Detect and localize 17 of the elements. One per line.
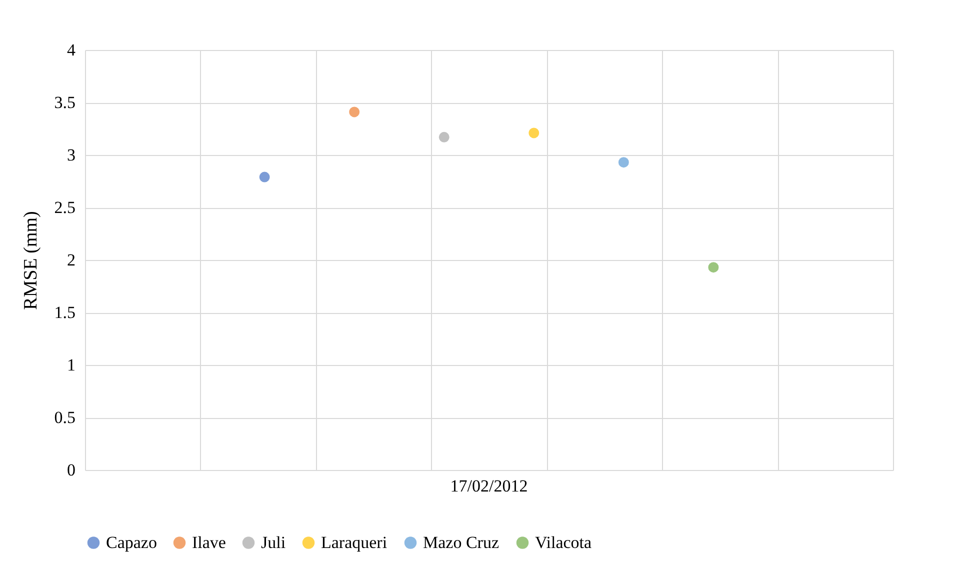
y-tick-label: 2 [67,250,76,270]
y-axis-title: RMSE (mm) [20,211,42,310]
y-tick-label: 1 [67,356,76,374]
legend-label: Mazo Cruz [423,532,500,552]
legend-label: Juli [261,532,286,552]
legend-label: Capazo [106,532,157,552]
y-tick-label: 4 [67,40,76,60]
y-tick-label: 0.5 [54,408,76,427]
y-tick-label: 0 [67,460,76,480]
y-tick-label: 2.5 [54,198,76,217]
x-tick-label: 17/02/2012 [450,476,528,496]
legend-label: Laraqueri [321,532,388,552]
legend-label: Ilave [192,532,226,552]
y-tick-label: 3.5 [54,93,76,112]
y-tick-label: 3 [67,146,76,164]
y-tick-label: 1.5 [54,303,76,322]
legend-label: Vilacota [535,532,592,552]
